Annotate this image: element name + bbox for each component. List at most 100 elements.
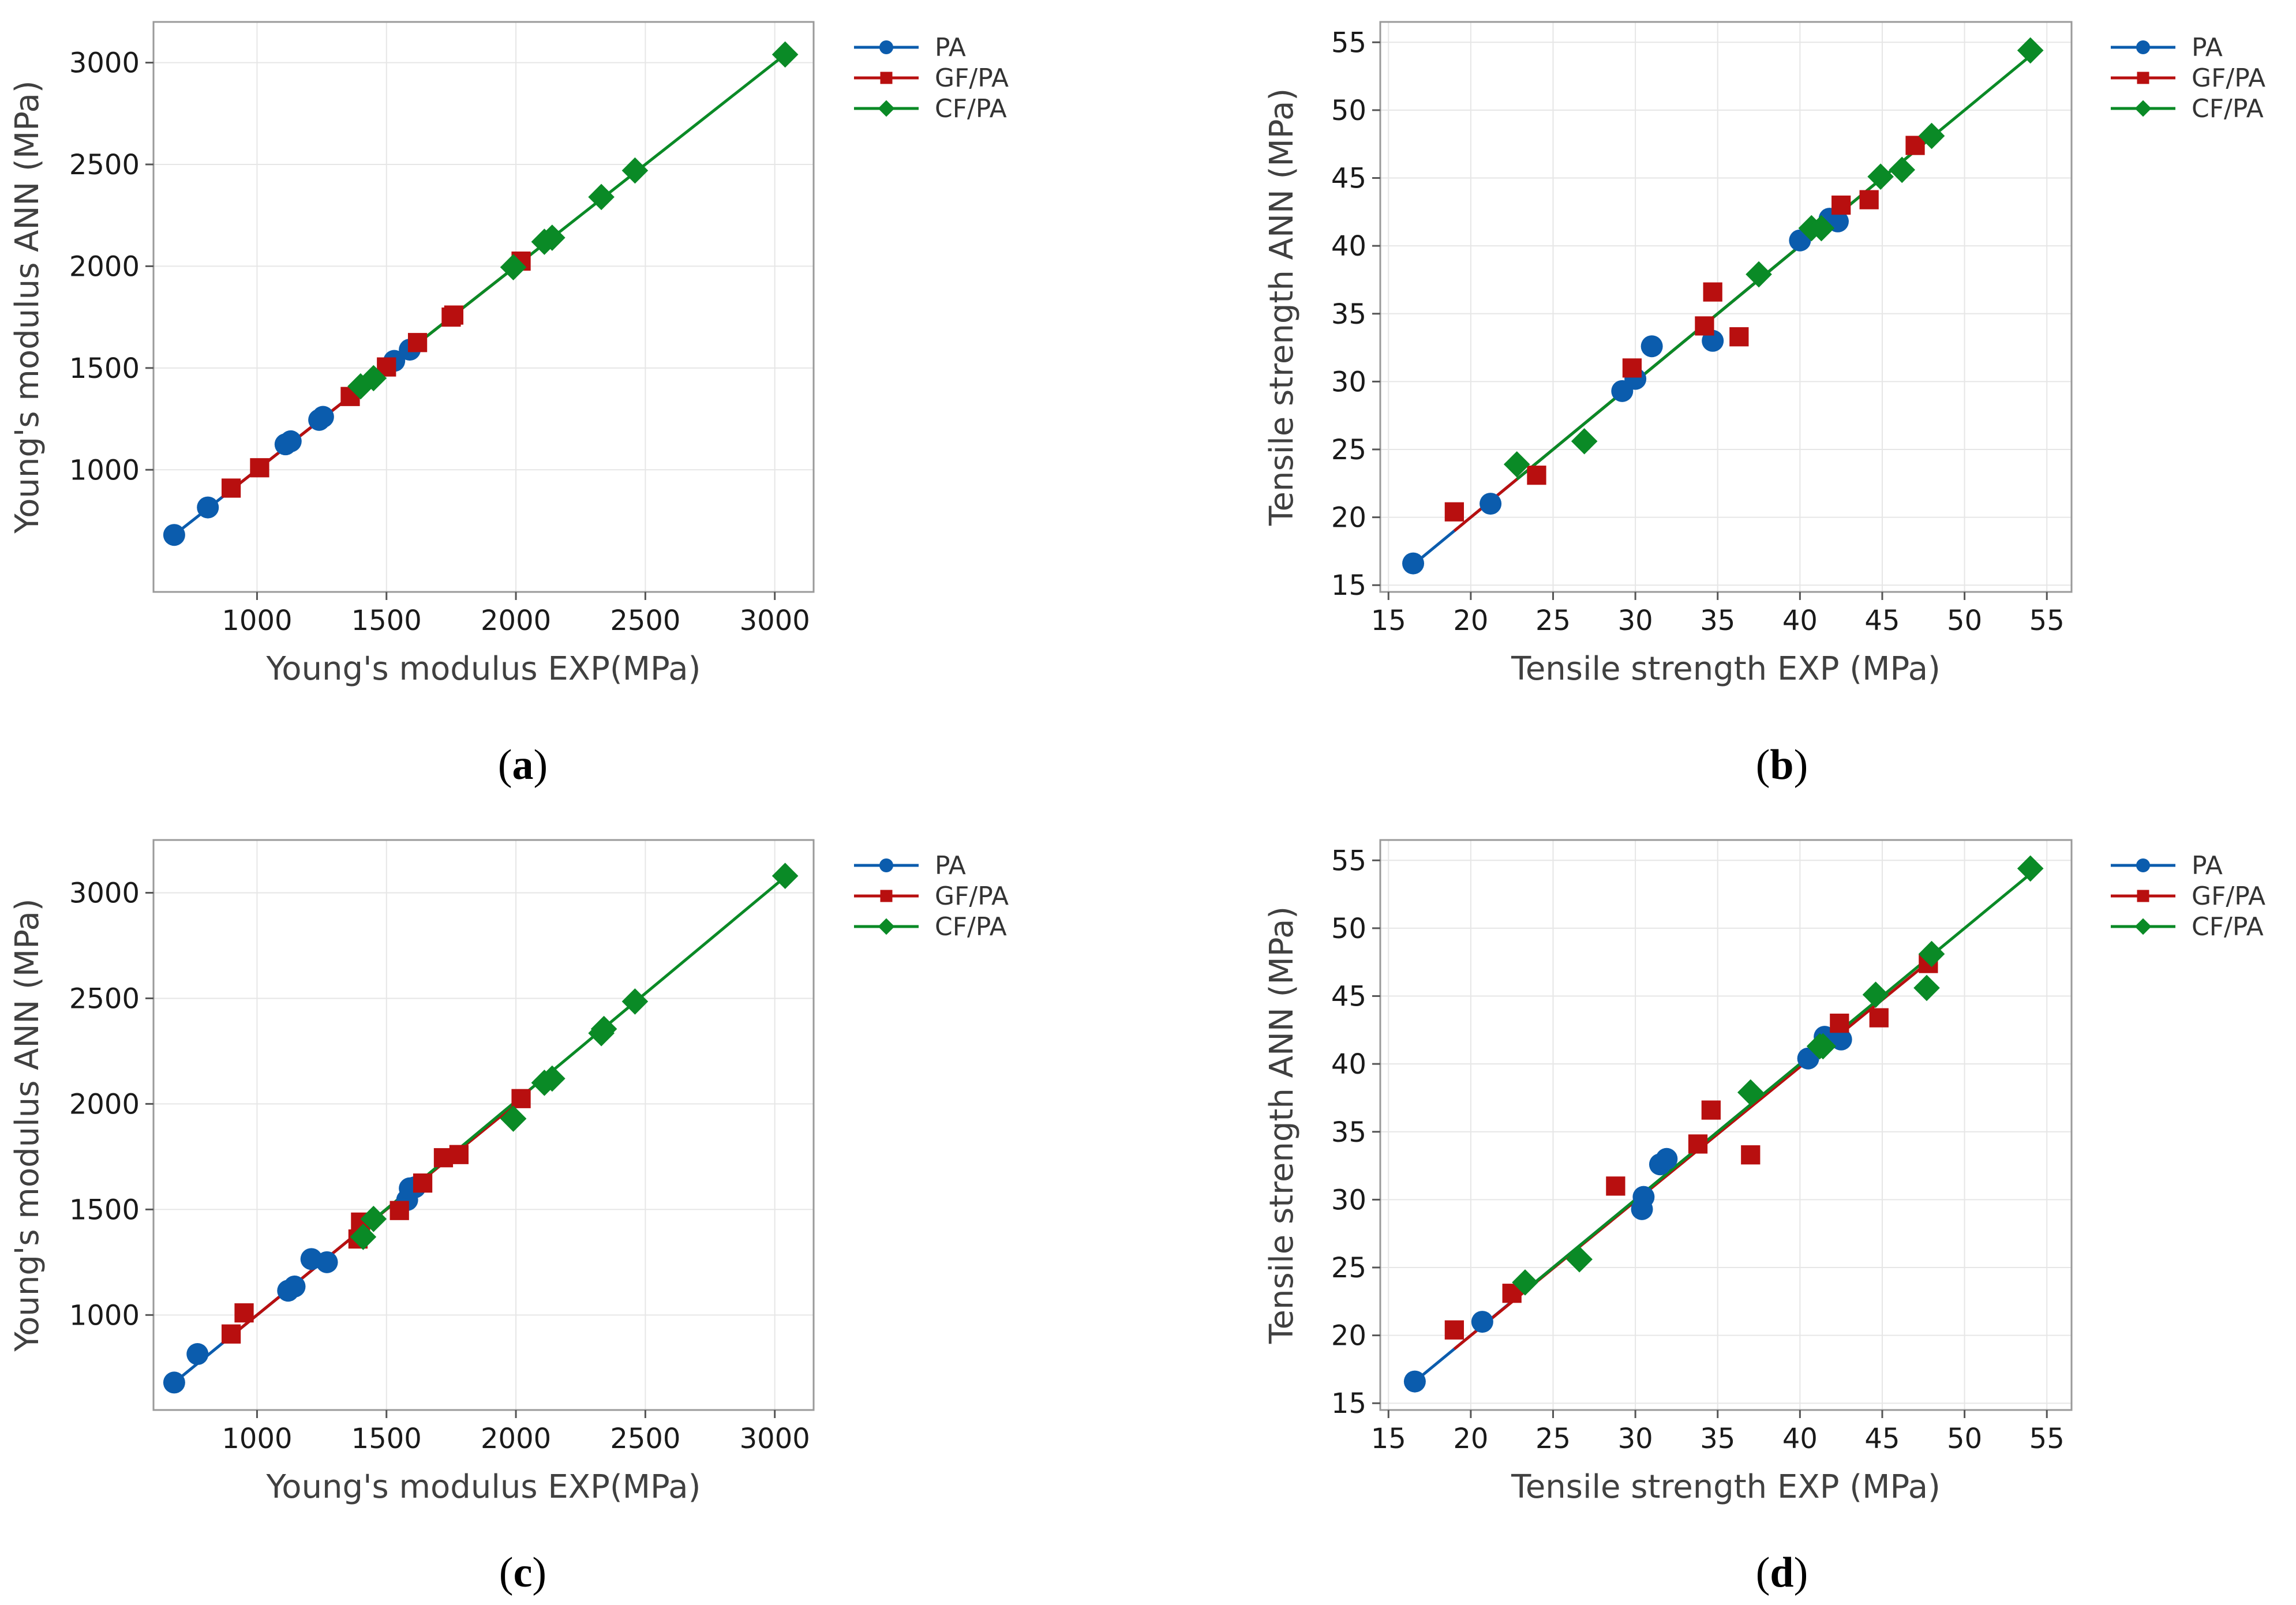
- legend-marker-cf-pa: [2134, 100, 2152, 117]
- legend-label-gf-pa: GF/PA: [2192, 882, 2265, 911]
- y-tick-label: 25: [1331, 1252, 1366, 1284]
- data-point-gf-pa: [1444, 502, 1464, 522]
- y-tick-label: 30: [1331, 366, 1366, 398]
- data-point-cf-pa: [2017, 37, 2044, 64]
- plot-frame: [152, 21, 815, 593]
- legend-marker-gf-pa: [2137, 890, 2149, 902]
- plot-frame: [152, 839, 815, 1411]
- x-tick-label: 40: [1782, 605, 1818, 637]
- legend-marker-gf-pa: [880, 890, 893, 902]
- y-tick-label: 55: [1331, 27, 1366, 59]
- y-tick-label: 15: [1331, 1387, 1366, 1420]
- y-tick-label: 20: [1331, 1320, 1366, 1352]
- x-tick-label: 35: [1700, 1423, 1735, 1455]
- data-point-gf-pa: [444, 305, 464, 325]
- x-tick-label: 1500: [351, 605, 422, 637]
- plot-frame: [1379, 839, 2073, 1411]
- y-tick-label: 30: [1331, 1184, 1366, 1216]
- panel-caption: (b): [1756, 741, 1808, 789]
- panel-b: 15 20 25 30 35 40 45 50 55 15 20 25 30 35 40 45 50 55 Tens…: [1263, 21, 2265, 789]
- x-tick-label: 45: [1864, 605, 1900, 637]
- y-tick-label: 25: [1331, 434, 1366, 466]
- data-point-pa: [279, 430, 302, 452]
- plot-area: [153, 840, 814, 1410]
- data-point-cf-pa: [1918, 940, 1945, 967]
- x-tick-label: 2000: [481, 1423, 551, 1455]
- data-point-cf-pa: [500, 1105, 527, 1132]
- x-tick-label: 55: [2029, 1423, 2065, 1455]
- legend-label-pa: PA: [2192, 851, 2223, 880]
- data-point-cf-pa: [590, 1015, 617, 1042]
- y-tick-label: 20: [1331, 502, 1366, 534]
- y-tick-label: 2000: [69, 1088, 140, 1120]
- legend-label-cf-pa: CF/PA: [935, 912, 1007, 942]
- data-point-cf-pa: [621, 988, 649, 1015]
- x-tick-label: 45: [1864, 1423, 1900, 1455]
- x-tick-label: 1000: [222, 605, 292, 637]
- y-axis-label: Young's modulus ANN (MPa): [9, 898, 46, 1352]
- data-point-cf-pa: [360, 365, 387, 392]
- data-point-cf-pa: [500, 254, 527, 280]
- data-point-cf-pa: [1862, 981, 1889, 1008]
- panel-caption: (a): [498, 741, 548, 789]
- x-axis-label: Tensile strength EXP (MPa): [1511, 1468, 1941, 1506]
- data-point-cf-pa: [1512, 1269, 1538, 1296]
- legend-label-gf-pa: GF/PA: [935, 882, 1009, 911]
- x-tick-label: 20: [1453, 605, 1488, 637]
- data-point-gf-pa: [511, 1089, 531, 1108]
- panel-caption: (d): [1756, 1549, 1808, 1596]
- x-tick-label: 1500: [351, 1423, 422, 1455]
- x-tick-label: 30: [1618, 605, 1653, 637]
- data-point-cf-pa: [1566, 1246, 1593, 1273]
- data-point-cf-pa: [621, 157, 649, 184]
- data-point-cf-pa: [1808, 215, 1835, 242]
- y-tick-label: 55: [1331, 845, 1366, 877]
- data-point-pa: [1403, 1370, 1426, 1393]
- data-point-cf-pa: [350, 1224, 377, 1250]
- x-tick-label: 55: [2029, 605, 2065, 637]
- data-point-gf-pa: [1688, 1134, 1708, 1154]
- data-point-gf-pa: [1859, 190, 1879, 209]
- legend-marker-gf-pa: [880, 72, 893, 84]
- y-tick-label: 40: [1331, 230, 1366, 262]
- x-tick-label: 30: [1618, 1423, 1653, 1455]
- y-tick-label: 1500: [69, 352, 140, 385]
- legend-marker-pa: [2136, 858, 2150, 872]
- legend-marker-pa: [879, 858, 893, 872]
- data-point-cf-pa: [1810, 1033, 1837, 1060]
- data-point-pa: [312, 406, 334, 428]
- y-tick-label: 50: [1331, 913, 1366, 945]
- data-point-gf-pa: [221, 1324, 241, 1344]
- panel-caption: (c): [499, 1549, 546, 1596]
- data-point-cf-pa: [771, 41, 799, 68]
- x-tick-label: 15: [1371, 1423, 1406, 1455]
- x-axis-label: Young's modulus EXP(MPa): [266, 650, 701, 688]
- x-tick-label: 3000: [740, 605, 810, 637]
- panel-a: 1000 1500 2000 2500 3000 1000 1500 2000 2500 3000…: [9, 21, 1009, 789]
- legend-label-pa: PA: [935, 33, 966, 62]
- data-point-cf-pa: [1918, 122, 1945, 149]
- legend-label-cf-pa: CF/PA: [2192, 94, 2264, 123]
- x-tick-label: 3000: [740, 1423, 810, 1455]
- y-tick-label: 35: [1331, 1116, 1366, 1149]
- data-point-cf-pa: [1571, 428, 1598, 455]
- y-tick-label: 1000: [69, 1299, 140, 1332]
- x-axis-label: Young's modulus EXP(MPa): [266, 1468, 701, 1506]
- data-point-cf-pa: [1867, 163, 1894, 190]
- fit-line-cf-pa: [359, 53, 786, 390]
- data-point-gf-pa: [1905, 136, 1925, 155]
- data-point-pa: [1640, 335, 1663, 358]
- legend-label-cf-pa: CF/PA: [2192, 912, 2264, 942]
- data-point-cf-pa: [1913, 974, 1940, 1002]
- data-point-cf-pa: [2017, 855, 2044, 882]
- data-point-gf-pa: [1606, 1176, 1625, 1196]
- y-tick-label: 2500: [69, 149, 140, 181]
- data-point-gf-pa: [1444, 1320, 1464, 1340]
- data-point-cf-pa: [539, 1065, 565, 1092]
- legend-marker-cf-pa: [878, 100, 895, 117]
- data-point-gf-pa: [389, 1201, 409, 1220]
- data-point-pa: [163, 1371, 185, 1394]
- x-tick-label: 2500: [610, 1423, 680, 1455]
- data-point-pa: [163, 524, 185, 546]
- y-tick-label: 40: [1331, 1048, 1366, 1081]
